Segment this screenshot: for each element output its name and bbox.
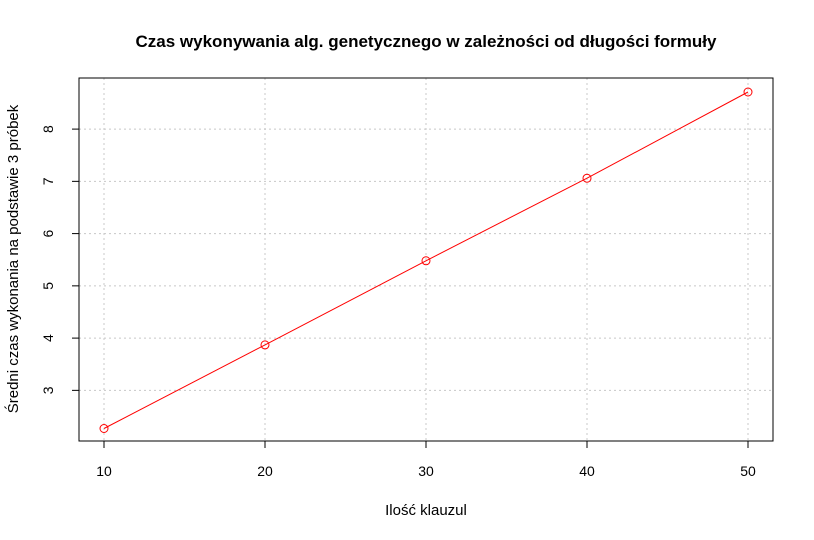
grid-lines <box>79 78 773 441</box>
series-layer <box>99 87 753 433</box>
y-tick-label: 3 <box>40 386 56 394</box>
x-tick-label: 40 <box>579 463 595 479</box>
y-axis: 3 4 5 6 7 8 <box>40 125 79 394</box>
chart-title: Czas wykonywania alg. genetycznego w zal… <box>136 32 718 51</box>
data-point <box>260 340 270 350</box>
y-tick-label: 7 <box>40 177 56 185</box>
y-axis-label: Średni czas wykonania na podstawie 3 pró… <box>4 104 22 413</box>
x-tick-label: 30 <box>418 463 434 479</box>
data-point <box>582 173 592 183</box>
y-tick-label: 5 <box>40 282 56 290</box>
y-tick-label: 8 <box>40 125 56 133</box>
data-point <box>743 87 753 97</box>
x-tick-label: 50 <box>740 463 756 479</box>
x-tick-label: 20 <box>257 463 273 479</box>
data-point <box>421 256 431 266</box>
x-axis-label: Ilość klauzul <box>385 502 467 519</box>
series-line <box>103 91 749 429</box>
y-tick-label: 4 <box>40 334 56 342</box>
data-point <box>99 424 109 433</box>
x-tick-label: 10 <box>96 463 112 479</box>
y-tick-label: 6 <box>40 230 56 238</box>
x-axis: 10 20 30 40 50 <box>96 441 756 479</box>
